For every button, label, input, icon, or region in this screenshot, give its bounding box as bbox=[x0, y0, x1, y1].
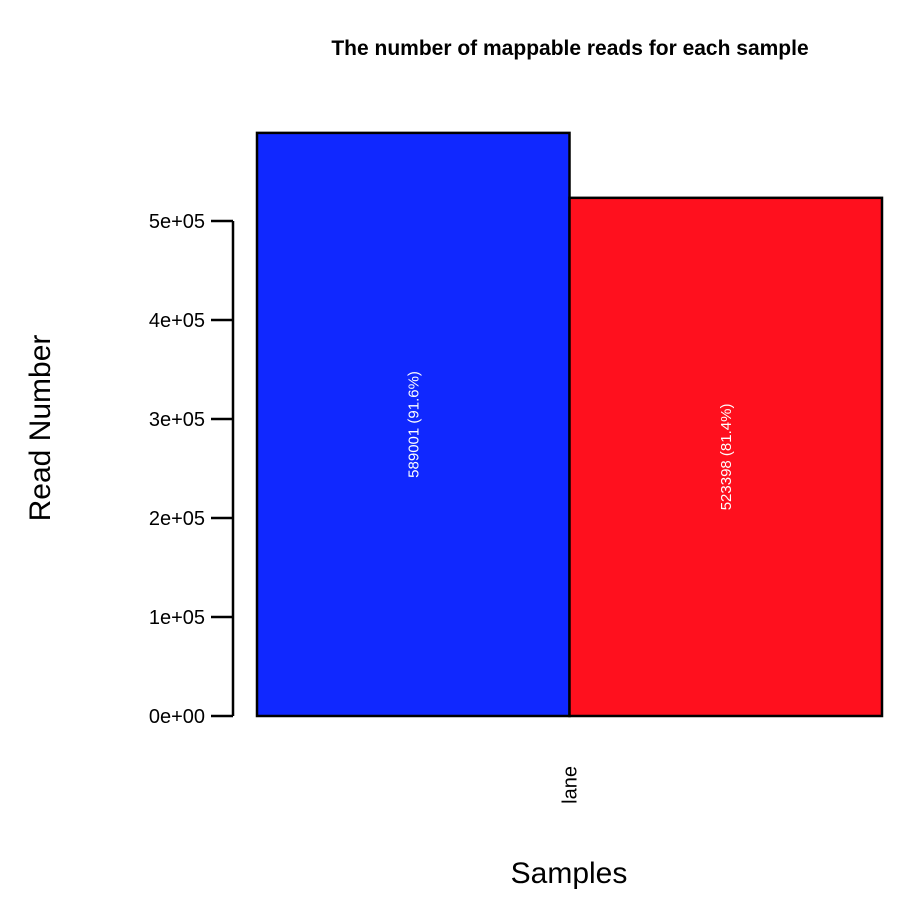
bar-data-label: 523398 (81.4%) bbox=[718, 404, 735, 511]
bar-labels: 589001 (91.6%) 523398 (81.4%) bbox=[405, 371, 735, 510]
bar bbox=[568, 196, 884, 718]
y-tick-label: 1e+05 bbox=[149, 607, 205, 629]
x-category-label: lane bbox=[560, 766, 582, 804]
x-categories: lane bbox=[560, 766, 582, 804]
y-axis-label: Read Number bbox=[24, 335, 57, 522]
y-tick-label: 4e+05 bbox=[149, 310, 205, 332]
bars bbox=[255, 131, 884, 718]
y-tick-label: 0e+00 bbox=[149, 706, 205, 728]
y-tick-label: 3e+05 bbox=[149, 409, 205, 431]
chart-title: The number of mappable reads for each sa… bbox=[331, 37, 808, 60]
bar bbox=[255, 131, 571, 718]
bar-data-label: 589001 (91.6%) bbox=[405, 371, 422, 478]
y-axis: 0e+00 1e+05 2e+05 3e+05 4e+05 5e+05 bbox=[149, 211, 235, 728]
y-tick-label: 2e+05 bbox=[149, 508, 205, 530]
x-axis-label: Samples bbox=[511, 857, 628, 890]
y-tick-label: 5e+05 bbox=[149, 211, 205, 233]
